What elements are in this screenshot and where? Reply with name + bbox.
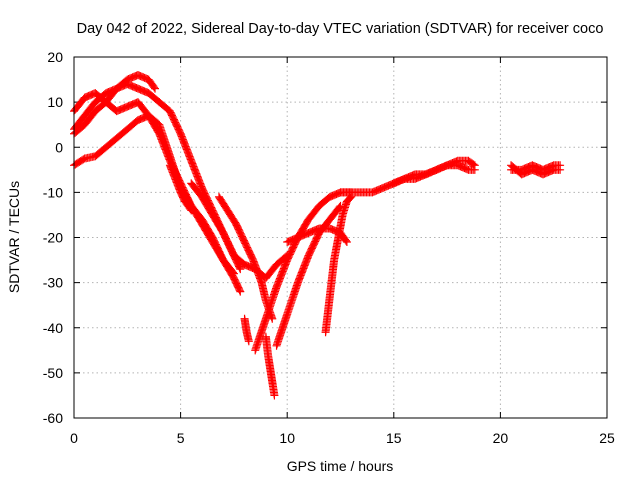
series-track-11 [261,332,279,400]
data-point [235,263,244,272]
data-point [236,265,245,274]
series-track-7 [165,161,196,215]
x-tick-label: 5 [177,430,185,446]
data-point [151,84,160,93]
series-track-10 [240,314,253,346]
data-point [186,205,195,214]
data-point [228,268,237,277]
series-track-2 [70,71,160,138]
data-point [150,83,159,92]
x-tick-label: 0 [70,430,78,446]
data-point [187,206,196,215]
y-axis: -60 -50 -40 -30 -20 -10 0 10 20 [43,49,607,426]
data-point [236,287,245,296]
series-track-15 [321,192,356,337]
data-point [556,165,565,174]
x-tick-label: 25 [599,430,615,446]
x-tick-label: 20 [493,430,509,446]
y-tick-label: -40 [43,320,63,336]
series-track-19 [507,161,565,179]
data-point [229,269,238,278]
chart-title: Day 042 of 2022, Sidereal Day-to-day VTE… [77,21,604,37]
x-axis: 0 5 10 15 20 25 [70,57,615,446]
y-tick-label: -10 [43,184,63,200]
y-tick-label: 0 [55,139,63,155]
data-point [270,391,279,400]
data-point [235,286,244,295]
x-tick-label: 10 [279,430,295,446]
series-track-4 [70,80,164,134]
series-track-14 [283,224,351,247]
x-axis-label: GPS time / hours [287,458,394,474]
data-point [341,236,350,245]
plot-frame [73,56,608,419]
series-track-13 [272,201,345,350]
data-point [244,337,253,346]
data-point [342,238,351,247]
y-axis-label: SDTVAR / TECUs [6,181,22,293]
x-tick-label: 15 [386,430,402,446]
y-tick-label: 20 [47,49,63,65]
y-tick-label: -60 [43,410,63,426]
data-point [470,165,479,174]
series-track-17 [389,161,479,188]
y-tick-label: -20 [43,230,63,246]
y-tick-label: 10 [47,94,63,110]
data-points [70,71,565,400]
y-tick-label: -50 [43,365,63,381]
y-tick-label: -30 [43,275,63,291]
series-track-1 [70,111,153,170]
